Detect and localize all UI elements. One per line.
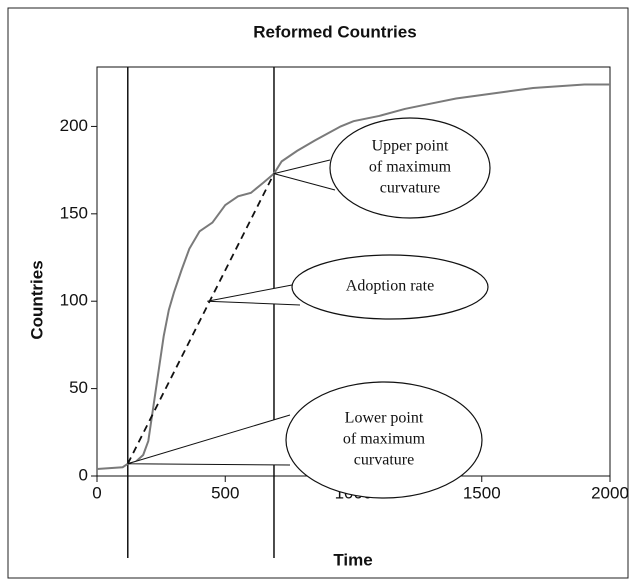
- frame: [7, 7, 629, 579]
- callout-pointer: [207, 284, 301, 306]
- x-tick-label: 2000: [591, 483, 629, 502]
- callout-text: Lower point: [345, 410, 424, 427]
- callout-text: Adoption rate: [346, 278, 434, 295]
- x-tick-label: 500: [211, 483, 239, 502]
- x-axis-label: Time: [333, 550, 372, 569]
- y-tick-label: 150: [60, 203, 88, 222]
- callout-bubble: [329, 117, 491, 219]
- y-tick-label: 50: [69, 378, 88, 397]
- y-tick-label: 100: [60, 291, 88, 310]
- callout-pointer: [127, 414, 291, 466]
- callout-text: Upper point: [372, 138, 449, 155]
- y-tick-label: 0: [79, 465, 88, 484]
- callout-text: of maximum: [343, 431, 426, 448]
- callout-text: of maximum: [369, 159, 452, 176]
- x-tick-label: 0: [92, 483, 101, 502]
- x-tick-label: 1500: [463, 483, 501, 502]
- callout-text: curvature: [354, 452, 414, 469]
- callout-bubble: [285, 381, 483, 499]
- callout-text: curvature: [380, 180, 440, 197]
- y-tick-label: 200: [60, 116, 88, 135]
- callout-pointer: [273, 159, 336, 191]
- callout-bubble: [291, 254, 489, 320]
- data-line: [96, 83, 610, 471]
- y-axis-label: Countries: [27, 260, 46, 339]
- chart-title: Reformed Countries: [253, 22, 416, 41]
- adoption-line: [126, 173, 275, 465]
